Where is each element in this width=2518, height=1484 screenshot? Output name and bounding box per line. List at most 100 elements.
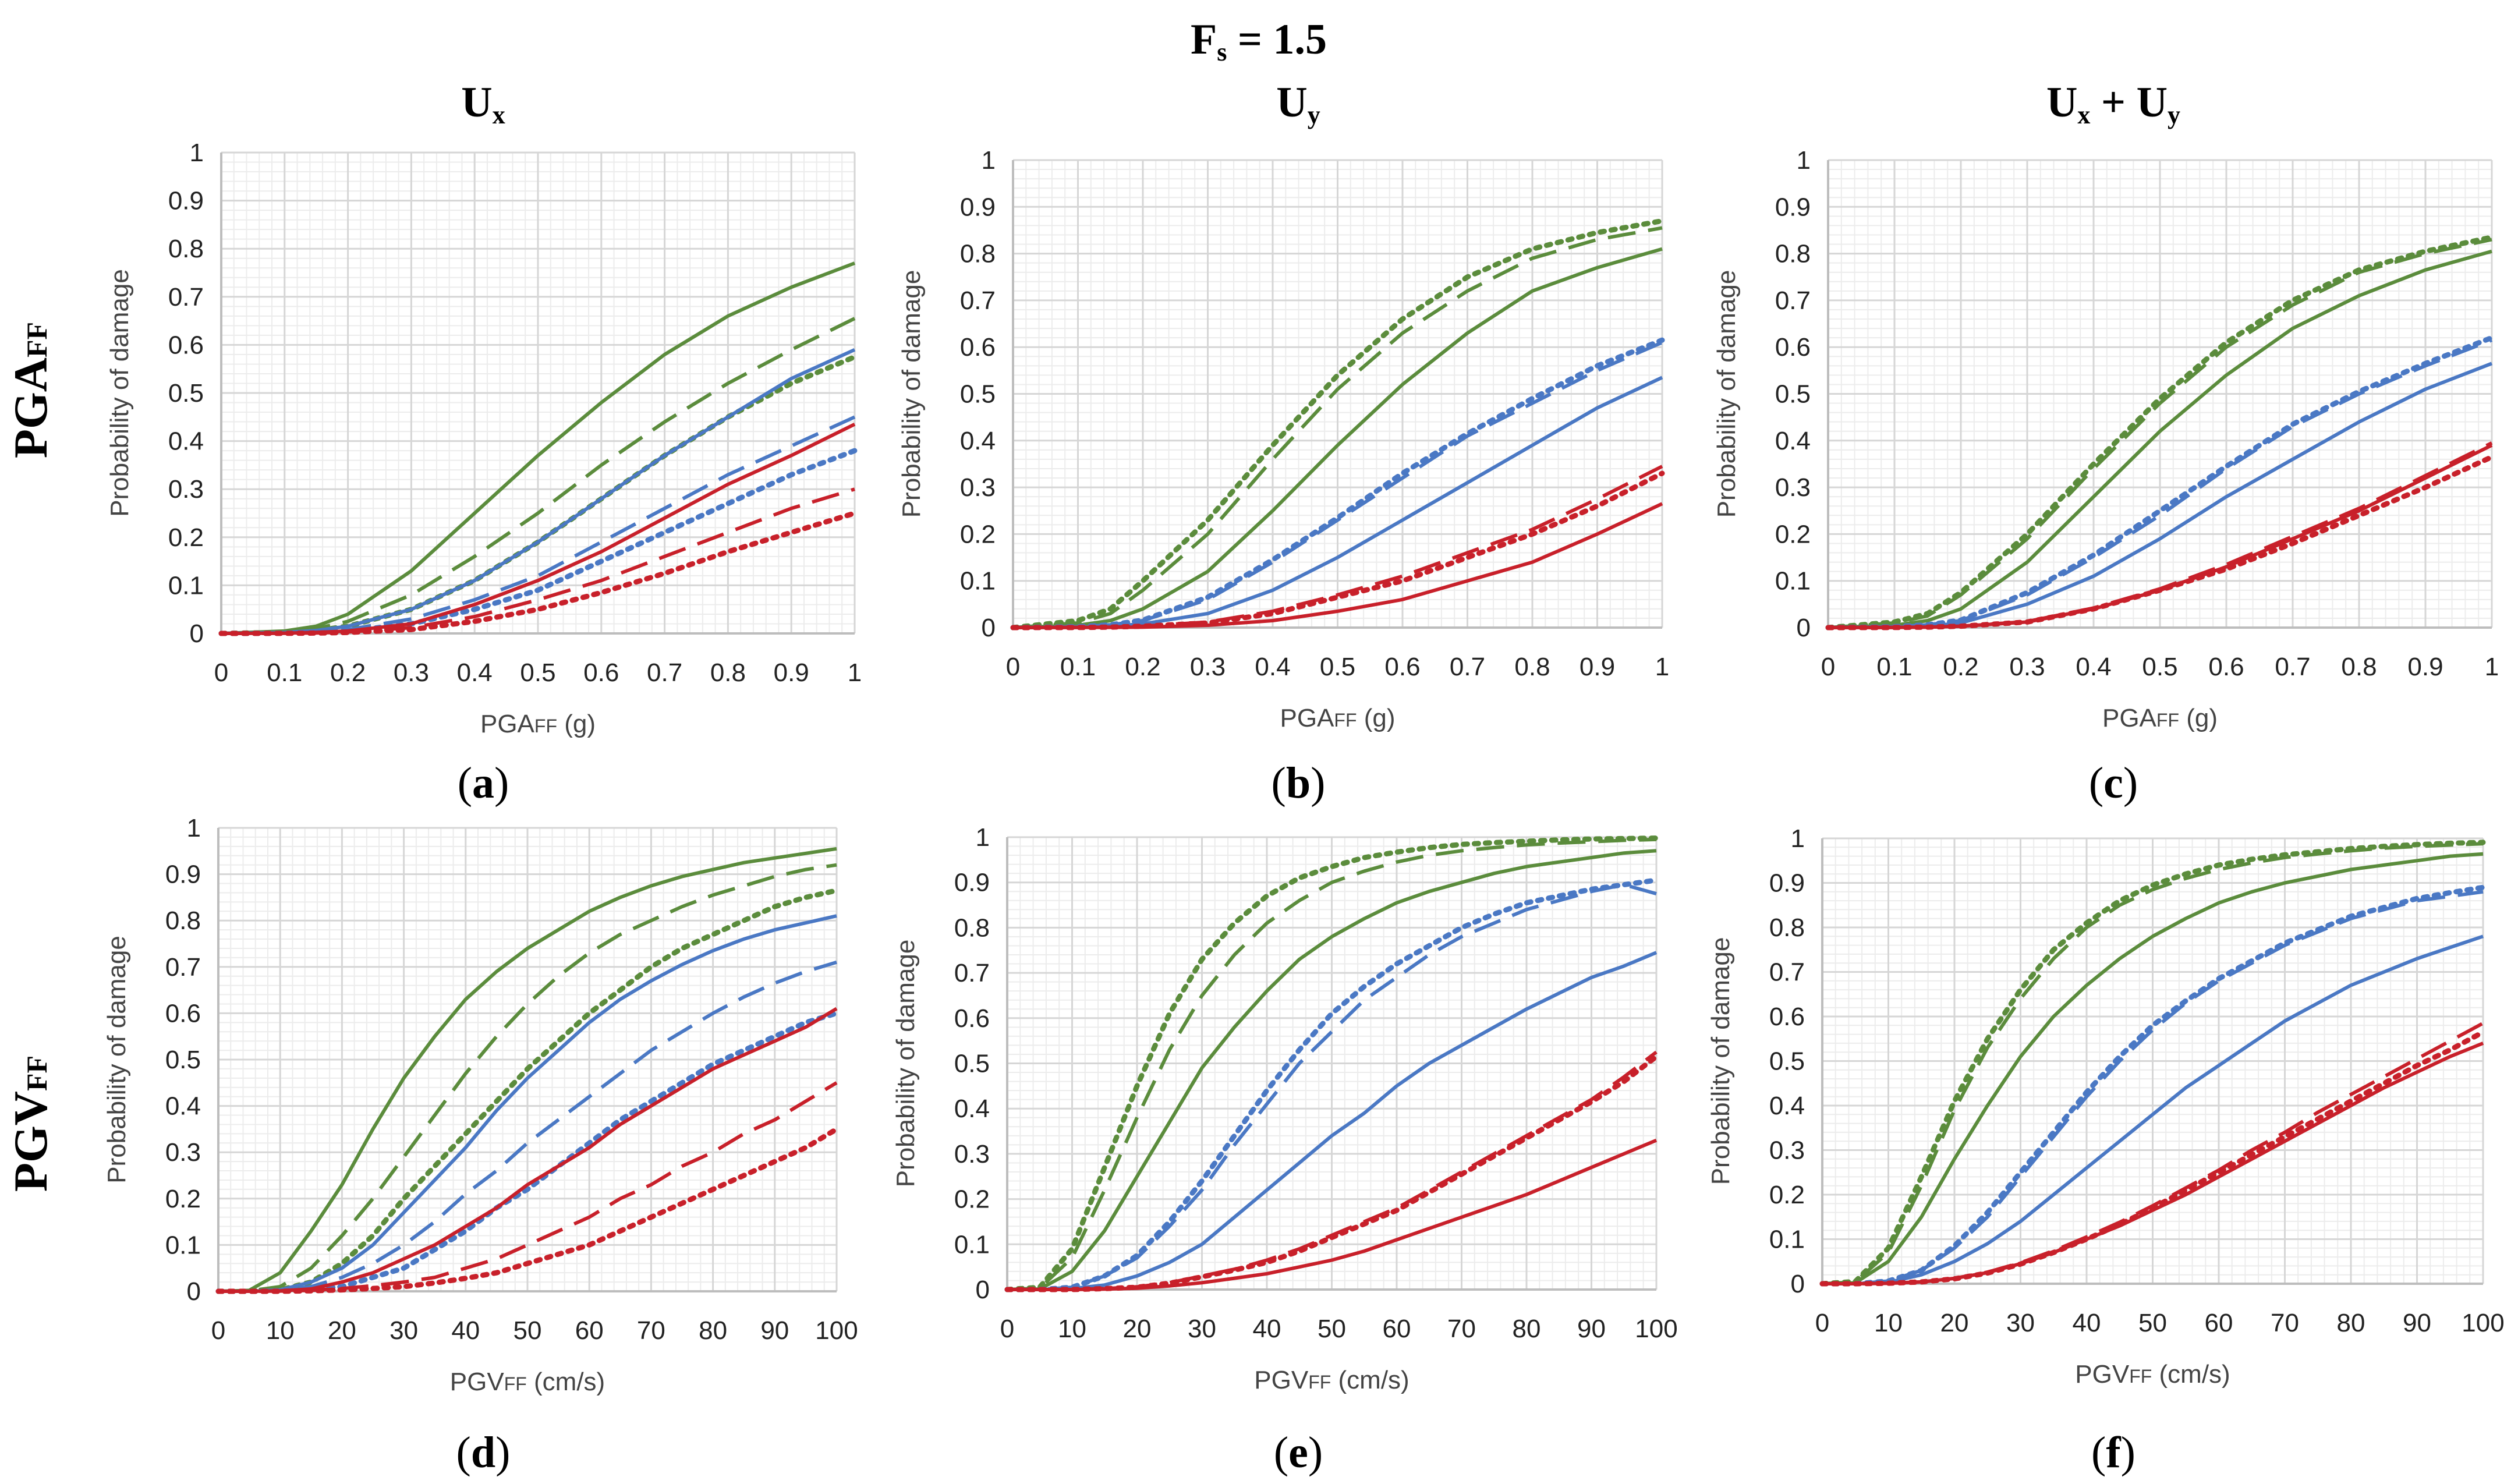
- chart-d: 0 10 20 30 40 50 60 70 80 90 100 0 0.1 0.2 0.3 0.4 0.5 0.…: [102, 814, 858, 1477]
- column-title-ux: Ux: [461, 79, 505, 129]
- row-title-pgv: PGVFF: [4, 1056, 57, 1192]
- subfigure-label-e: (e): [1274, 1428, 1323, 1477]
- y-tick-label: 0.2: [960, 520, 996, 548]
- x-tick-label: 0.3: [1190, 653, 1226, 681]
- y-tick-label: 0.6: [1775, 333, 1811, 362]
- y-tick-label: 0.7: [960, 286, 996, 315]
- series-line-red-dotted: [1825, 454, 2495, 631]
- x-tick-label: 50: [2138, 1309, 2167, 1337]
- x-tick-label: 0.8: [710, 658, 746, 687]
- subfigure-label-b: (b): [1272, 759, 1326, 807]
- subfigure-label-f: (f): [2091, 1428, 2135, 1477]
- x-tick-label: 90: [760, 1316, 789, 1345]
- x-tick-label: 90: [1577, 1315, 1606, 1343]
- x-tick-label: 30: [1188, 1315, 1216, 1343]
- y-tick-label: 0.6: [954, 1004, 990, 1033]
- y-tick-label: 0: [1797, 614, 1811, 642]
- y-tick-label: 0.4: [954, 1095, 990, 1123]
- x-tick-label: 0.4: [457, 658, 493, 687]
- x-tick-label: 80: [1513, 1315, 1541, 1343]
- chart-f: 0 10 20 30 40 50 60 70 80 90 100 0 0.1 0.2 0.3 0.4 0.5 0.…: [1706, 824, 2505, 1477]
- x-tick-label: 0: [1000, 1315, 1014, 1343]
- x-tick-label: 0.5: [1320, 653, 1355, 681]
- x-axis-title: PGAFF (g): [480, 710, 596, 738]
- y-tick-label: 0.2: [168, 523, 204, 552]
- x-tick-label: 0.3: [2009, 653, 2045, 681]
- x-tick-label: 40: [1253, 1315, 1281, 1343]
- y-tick-label: 0.6: [168, 331, 204, 359]
- y-tick-label: 0.3: [168, 475, 204, 504]
- y-tick-label: 0.5: [1769, 1047, 1805, 1076]
- x-tick-label: 0.2: [330, 658, 366, 687]
- y-tick-label: 0.7: [168, 283, 204, 311]
- x-tick-label: 0.6: [583, 658, 619, 687]
- series-line-blue-solid: [218, 914, 837, 1293]
- x-tick-label: 0: [1821, 653, 1835, 681]
- y-tick-label: 0.4: [1775, 427, 1811, 455]
- series-line-green-dotted: [1010, 218, 1665, 631]
- x-tick-label: 10: [1058, 1315, 1086, 1343]
- x-tick-label: 80: [2337, 1309, 2365, 1337]
- x-tick-label: 0.7: [2275, 653, 2310, 681]
- y-tick-label: 0: [1791, 1270, 1805, 1298]
- series-line-green-solid: [218, 847, 837, 1293]
- x-tick-label: 0: [1006, 653, 1020, 681]
- series-line-green-dotted: [1825, 235, 2495, 631]
- x-tick-label: 0.8: [1514, 653, 1550, 681]
- x-axis-title: PGAFF (g): [2102, 704, 2218, 732]
- chart-c: 0 0.1 0.2 0.3 0.4 0.5 0.6 0.7 0.8 0.9 1 0 0.1 0.2 0.3 0…: [1712, 146, 2499, 807]
- y-tick-label: 0.2: [1769, 1181, 1805, 1209]
- y-tick-label: 0.3: [1769, 1136, 1805, 1165]
- series-line-green-solid: [1828, 249, 2492, 629]
- x-tick-label: 70: [1447, 1315, 1476, 1343]
- x-tick-label: 0.4: [2076, 653, 2111, 681]
- series-line-red-dotted: [1004, 1054, 1659, 1292]
- x-axis-title: PGVFF (cm/s): [450, 1368, 605, 1396]
- y-tick-label: 1: [187, 814, 201, 842]
- series-line-green-dotted: [1004, 835, 1659, 1292]
- series-line-green-dotted: [1819, 840, 2486, 1287]
- series-line-green-solid: [1012, 247, 1663, 629]
- series-line-red-solid: [218, 1007, 838, 1293]
- y-tick-label: 1: [982, 146, 996, 175]
- y-tick-label: 0.7: [954, 959, 990, 987]
- y-axis-title: Probability of damage: [1706, 937, 1735, 1185]
- series-line-green-dashed: [1007, 837, 1657, 1291]
- x-tick-label: 50: [513, 1316, 542, 1345]
- series-line-green-solid: [1822, 852, 2484, 1285]
- x-tick-label: 0.8: [2341, 653, 2377, 681]
- y-tick-label: 0.3: [960, 473, 996, 502]
- x-tick-label: 1: [2485, 653, 2499, 681]
- x-tick-label: 0.5: [520, 658, 555, 687]
- series-line-blue-solid: [1007, 951, 1658, 1291]
- x-axis-title: PGVFF (cm/s): [1254, 1366, 1409, 1394]
- x-tick-label: 40: [451, 1316, 480, 1345]
- series-line-green-solid: [221, 261, 856, 635]
- x-tick-label: 90: [2403, 1309, 2431, 1337]
- y-tick-label: 0.5: [165, 1046, 201, 1074]
- chart-e: 0 10 20 30 40 50 60 70 80 90 100 0 0.1 0.2 0.3 0.4 0.5 0.…: [891, 823, 1678, 1477]
- x-tick-label: 1: [848, 658, 862, 687]
- y-tick-label: 0.5: [960, 380, 996, 409]
- row-title-pga: PGAFF: [4, 322, 57, 458]
- series-line-red-dotted: [1010, 470, 1665, 631]
- x-tick-label: 100: [815, 1316, 858, 1345]
- x-tick-label: 0.9: [2407, 653, 2443, 681]
- x-tick-label: 0.7: [1450, 653, 1485, 681]
- y-tick-label: 0.9: [954, 869, 990, 897]
- x-tick-label: 0: [214, 658, 228, 687]
- series-line-blue-solid: [1822, 934, 2484, 1285]
- x-tick-label: 0.1: [267, 658, 302, 687]
- chart-a: 0 0.1 0.2 0.3 0.4 0.5 0.6 0.7 0.8 0.9 1 0 0.1 0.2 0.3 0…: [105, 139, 862, 807]
- y-tick-label: 0.8: [165, 906, 201, 935]
- y-tick-label: 0.8: [954, 913, 990, 942]
- x-tick-label: 20: [328, 1316, 356, 1345]
- y-tick-label: 0.3: [954, 1140, 990, 1168]
- y-tick-label: 0.1: [1775, 567, 1811, 596]
- charts-container: 0 0.1 0.2 0.3 0.4 0.5 0.6 0.7 0.8 0.9 100.10.20.30…: [102, 139, 2505, 1477]
- x-tick-label: 30: [389, 1316, 418, 1345]
- x-tick-label: 0.6: [2208, 653, 2244, 681]
- x-tick-label: 1: [1655, 653, 1669, 681]
- series-line-red-dotted: [215, 1126, 840, 1294]
- x-axis-title: PGAFF (g): [1280, 704, 1395, 732]
